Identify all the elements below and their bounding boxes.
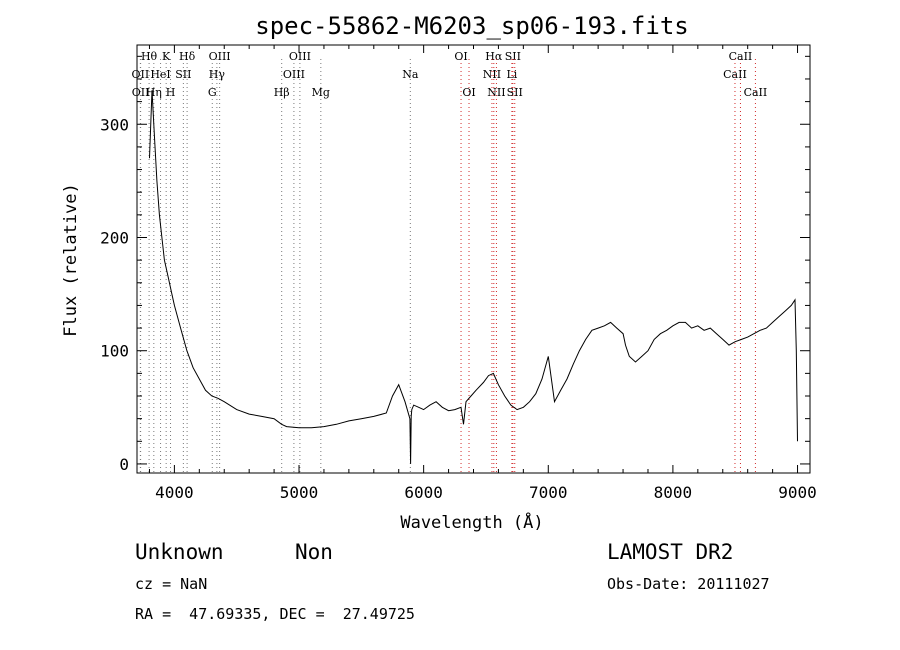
y-tick-label: 200 (100, 228, 129, 247)
line-marker-label: Li (506, 68, 517, 81)
x-tick-label: 5000 (280, 483, 319, 502)
line-marker-label: Na (402, 68, 419, 81)
line-marker-label: NII (487, 86, 505, 99)
y-axis-label: Flux (relative) (61, 183, 81, 337)
line-marker-label: Hη (146, 86, 162, 99)
line-marker-label: G (208, 86, 217, 99)
line-marker-label: Hγ (209, 68, 226, 81)
x-tick-label: 4000 (155, 483, 194, 502)
line-marker-label: OII (132, 86, 150, 99)
line-marker-label: OI (454, 50, 467, 63)
object-class: Unknown (135, 540, 224, 564)
redshift-text: cz = NaN (135, 575, 208, 593)
line-marker-label: OI (462, 86, 475, 99)
spectrum-chart: spec-55862-M6203_sp06-193.fits Hθ OII OII K… (61, 12, 817, 533)
line-marker-label: OII (132, 68, 150, 81)
x-axis-label: Wavelength (Å) (400, 511, 543, 533)
line-marker-label: CaII (729, 50, 753, 63)
line-marker-label: NII (483, 68, 501, 81)
object-subclass: Non (295, 540, 333, 564)
line-marker-label: CaII (723, 68, 747, 81)
x-tick-label: 7000 (529, 483, 568, 502)
line-marker-label: H (166, 86, 176, 99)
axis-ticks: 4000 5000 6000 7000 8000 9000 0 100 200 300 (100, 45, 817, 502)
chart-title: spec-55862-M6203_sp06-193.fits (255, 12, 688, 40)
spectrum-line (149, 90, 798, 464)
line-marker-label: OIII (283, 68, 305, 81)
plot-frame (136, 44, 811, 474)
line-marker-label: Hα (485, 50, 503, 63)
line-marker-label: HeI (150, 68, 170, 81)
line-markers: Hθ OII OII K HeI Hη SII H Hδ OIII Hγ G Hβ OIII OIII Mg N… (132, 50, 768, 473)
y-tick-label: 300 (100, 115, 129, 134)
line-marker-label: K (162, 50, 171, 63)
line-marker-label: SII (505, 50, 521, 63)
line-marker-label: OIII (209, 50, 231, 63)
y-tick-label: 0 (119, 455, 129, 474)
x-tick-label: 8000 (654, 483, 693, 502)
line-marker-label: SII (175, 68, 191, 81)
line-marker-label: Hδ (179, 50, 196, 63)
x-tick-label: 6000 (404, 483, 443, 502)
y-tick-label: 100 (100, 342, 129, 361)
x-tick-label: 9000 (778, 483, 817, 502)
line-marker-label: Hβ (274, 86, 290, 99)
coordinates-text: RA = 47.69335, DEC = 27.49725 (135, 605, 415, 623)
line-marker-label: CaII (744, 86, 768, 99)
line-marker-label: OIII (289, 50, 311, 63)
line-marker-label: Hθ (141, 50, 158, 63)
survey-name: LAMOST DR2 (607, 540, 734, 564)
line-marker-label: SII (507, 86, 523, 99)
line-marker-label: Mg (312, 86, 330, 99)
obs-date: Obs-Date: 20111027 (607, 575, 770, 593)
